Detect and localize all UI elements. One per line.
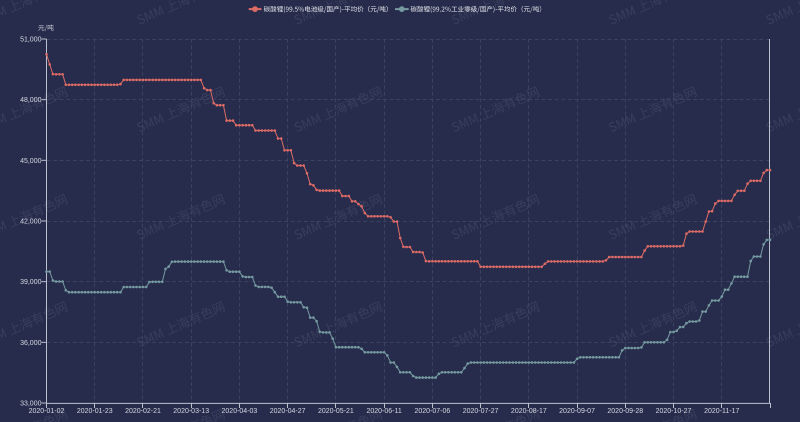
svg-text:2020-07-06: 2020-07-06 <box>414 408 450 415</box>
svg-text:2020-11-17: 2020-11-17 <box>704 408 739 415</box>
svg-text:33,000: 33,000 <box>20 401 42 408</box>
svg-text:39,000: 39,000 <box>20 279 42 286</box>
svg-text:2020-01-02: 2020-01-02 <box>29 408 65 415</box>
svg-text:2020-09-07: 2020-09-07 <box>559 408 595 415</box>
svg-text:42,000: 42,000 <box>20 219 42 226</box>
svg-text:2020-01-23: 2020-01-23 <box>77 408 113 415</box>
svg-text:36,000: 36,000 <box>20 340 42 347</box>
svg-text:2020-04-27: 2020-04-27 <box>270 408 306 415</box>
svg-text:48,000: 48,000 <box>20 97 42 104</box>
svg-text:2020-03-13: 2020-03-13 <box>173 408 209 415</box>
svg-text:2020-08-17: 2020-08-17 <box>511 408 547 415</box>
svg-text:45,000: 45,000 <box>20 158 42 165</box>
svg-text:2020-04-03: 2020-04-03 <box>222 408 258 415</box>
svg-text:2020-02-21: 2020-02-21 <box>125 408 161 415</box>
svg-text:2020-07-27: 2020-07-27 <box>463 408 499 415</box>
svg-text:2020-05-21: 2020-05-21 <box>318 408 354 415</box>
svg-text:2020-10-27: 2020-10-27 <box>656 408 692 415</box>
svg-text:51,000: 51,000 <box>20 37 42 44</box>
svg-text:2020-09-28: 2020-09-28 <box>607 408 643 415</box>
svg-text:2020-06-11: 2020-06-11 <box>366 408 401 415</box>
